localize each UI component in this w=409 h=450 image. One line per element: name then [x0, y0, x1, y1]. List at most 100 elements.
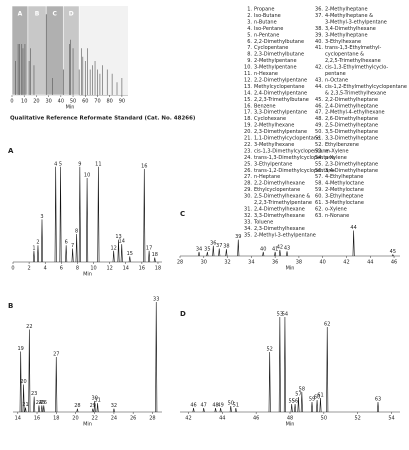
peak	[206, 251, 209, 257]
compound-number: 38.	[315, 26, 323, 32]
x-tick-label: 40	[58, 99, 64, 105]
compound-number: 63.	[315, 213, 323, 219]
compound-number: 62.	[315, 206, 323, 212]
panel-label: A	[8, 147, 14, 155]
compound-number: 29.	[244, 187, 252, 193]
compound-name: 2-Methylheptane	[325, 7, 368, 13]
x-tick-label: 36	[272, 260, 278, 266]
compound-name: cis-1,2-Ethylmethylcyclopentane	[325, 84, 407, 90]
peak	[229, 405, 232, 413]
peak	[76, 408, 79, 413]
peak-label: 37	[216, 243, 222, 249]
compound-name: Iso-Pentane	[254, 26, 283, 32]
compound-name: 2,2,3-Trimethylpentane	[254, 200, 312, 206]
x-tick-label: 10	[21, 99, 27, 105]
peak	[117, 239, 120, 263]
compound-name: Methylcyclopentane	[254, 84, 304, 90]
compound-name: 3,3-Dimethylpentane	[254, 110, 307, 116]
x-tick-label: 6	[60, 266, 63, 272]
compound-number: 4.	[247, 26, 252, 32]
region-label: C	[53, 11, 58, 18]
compound-name: n-Heptane	[254, 174, 280, 180]
compound-name: cyclopentane &	[325, 52, 364, 58]
peak-label: 24	[36, 400, 42, 406]
peak	[294, 403, 297, 413]
compound-name: 2-Methyloctane	[325, 187, 364, 193]
compound-name: cis-1,3-Ethylmethylcyclo-	[325, 65, 388, 71]
compound-number: 11.	[244, 71, 252, 77]
x-tick-label: 30	[201, 260, 207, 266]
compound-name: Benzene	[254, 103, 276, 109]
x-tick-label: 16	[139, 266, 145, 272]
peak	[326, 326, 329, 413]
peak-label: 39	[235, 234, 241, 240]
compound-number: 18.	[244, 116, 252, 122]
x-tick-label: 90	[119, 99, 125, 105]
peak	[65, 245, 68, 263]
x-tick-label: 12	[106, 266, 112, 272]
peak-label: 50	[228, 401, 234, 407]
peak	[86, 177, 89, 263]
compound-number: 54.	[315, 155, 323, 161]
peak-label: 33	[153, 297, 159, 303]
compound-name: 3,3-Dimethylhexane	[254, 213, 305, 219]
compound-number: 19.	[244, 123, 252, 129]
peak-label: 20	[20, 379, 26, 385]
compound-name: Ethylcyclopentane	[254, 187, 300, 193]
peak-label: 29	[90, 403, 96, 409]
compound-number: 10.	[244, 65, 252, 71]
x-tick-label: 52	[355, 416, 361, 422]
peak	[91, 408, 94, 413]
compound-name: Cyclopentane	[254, 45, 288, 51]
peak	[278, 316, 281, 413]
x-tick-label: 70	[94, 99, 100, 105]
peak-label: 57	[295, 392, 301, 398]
compound-number: 56.	[315, 168, 323, 174]
x-tick-label: 18	[155, 266, 161, 272]
region	[11, 5, 29, 96]
compound-name: 2,4-Dimethylhexane	[254, 206, 305, 212]
peak-label: 48	[212, 403, 218, 409]
x-tick-label: 50	[321, 416, 327, 422]
peak	[202, 407, 205, 413]
compound-name: 4-Ethylheptane	[325, 174, 363, 180]
peak-label: 43	[284, 246, 290, 252]
x-tick-label: 22	[92, 416, 98, 422]
compound-number: 45.	[315, 97, 323, 103]
compound-number: 35.	[244, 232, 252, 238]
peak-label: 34	[196, 246, 202, 252]
peak	[112, 408, 115, 413]
peak	[316, 399, 319, 413]
peak	[96, 403, 99, 413]
compound-number: 48.	[315, 116, 323, 122]
panel-label: C	[180, 210, 185, 218]
x-tick-label: 28	[177, 260, 183, 266]
peak-label: 45	[390, 249, 396, 255]
compound-name: 3-Methylpentane	[254, 65, 297, 71]
peak-label: 35	[204, 246, 210, 252]
compound-number: 1.	[247, 7, 252, 13]
compound-name: 3,3-Dimethylheptane	[325, 136, 378, 142]
peak-label: 60	[314, 395, 320, 401]
peak-label: 61	[317, 393, 323, 399]
peak	[218, 248, 221, 257]
peak	[40, 219, 43, 263]
x-tick-label: 48	[287, 416, 293, 422]
peak	[212, 245, 215, 257]
compound-name: 2,5-Dimethylheptane	[325, 123, 378, 129]
peak-label: 11	[95, 161, 101, 167]
compound-name: n-Pentane	[254, 32, 279, 38]
peak	[93, 400, 96, 413]
compound-number: 3.	[247, 19, 252, 25]
peak-label: 58	[299, 387, 305, 393]
compound-number: 59.	[315, 187, 323, 193]
region-label: D	[69, 11, 74, 18]
compound-name: 2,2-Dimethylbutane	[254, 39, 304, 45]
compound-number: 51.	[315, 136, 323, 142]
peak-label: 52	[267, 347, 273, 353]
compound-name: trans-1,3-Ethylmethyl-	[325, 45, 381, 51]
compound-number: 40.	[315, 39, 323, 45]
compound-number: 16.	[244, 103, 252, 109]
peak-label: 55	[289, 399, 295, 405]
compound-number: 34.	[244, 226, 252, 232]
